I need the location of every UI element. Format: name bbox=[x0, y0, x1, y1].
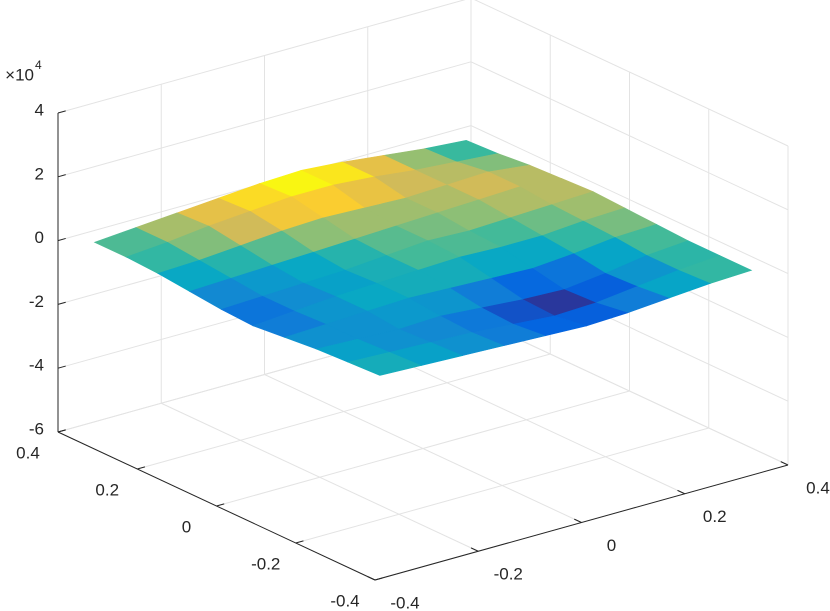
grid-line bbox=[474, 0, 789, 147]
grid-line bbox=[295, 427, 709, 544]
z-tick bbox=[57, 174, 66, 178]
y-tick bbox=[295, 540, 304, 544]
z-tick bbox=[57, 301, 66, 305]
z-tick-label: -4 bbox=[29, 356, 44, 375]
grid-line bbox=[57, 61, 472, 178]
z-tick-label: 0 bbox=[35, 228, 44, 247]
x-tick-label: 0 bbox=[607, 536, 616, 555]
z-tick bbox=[57, 237, 66, 242]
x-tick-label: -0.2 bbox=[494, 565, 523, 584]
x-tick-label: 0.2 bbox=[703, 507, 727, 526]
y-tick-label: -0.4 bbox=[330, 591, 359, 610]
grid-line bbox=[137, 353, 551, 470]
x-tick bbox=[677, 489, 685, 495]
x-tick bbox=[470, 547, 479, 552]
y-tick bbox=[216, 503, 225, 507]
x-tick-label: -0.4 bbox=[390, 593, 419, 611]
y-tick-label: 0 bbox=[182, 517, 191, 536]
z-tick bbox=[57, 110, 66, 114]
y-tick bbox=[57, 429, 66, 433]
z-multiplier: ×10 bbox=[5, 65, 34, 84]
grid-line bbox=[216, 390, 630, 507]
z-tick-label: -6 bbox=[29, 419, 44, 438]
x-tick-label: 0.4 bbox=[806, 478, 830, 497]
z-tick-label: 2 bbox=[35, 164, 44, 183]
grid-line bbox=[470, 125, 789, 275]
y-tick bbox=[137, 466, 146, 470]
z-multiplier-exponent: 4 bbox=[35, 58, 42, 72]
z-tick bbox=[57, 365, 66, 369]
grid-line bbox=[470, 316, 789, 466]
surface-patch bbox=[347, 352, 423, 376]
y-tick-label: -0.2 bbox=[251, 554, 280, 573]
x-tick bbox=[367, 576, 376, 581]
grid-line bbox=[470, 61, 789, 211]
z-tick-label: -2 bbox=[29, 292, 44, 311]
x-tick bbox=[574, 518, 582, 523]
y-tick-label: 0.2 bbox=[95, 480, 119, 499]
z-tick-label: 4 bbox=[35, 100, 44, 119]
y-tick-label: 0.4 bbox=[16, 443, 40, 462]
y-tick bbox=[374, 577, 383, 581]
grid-line bbox=[57, 0, 466, 114]
x-tick bbox=[780, 461, 789, 466]
